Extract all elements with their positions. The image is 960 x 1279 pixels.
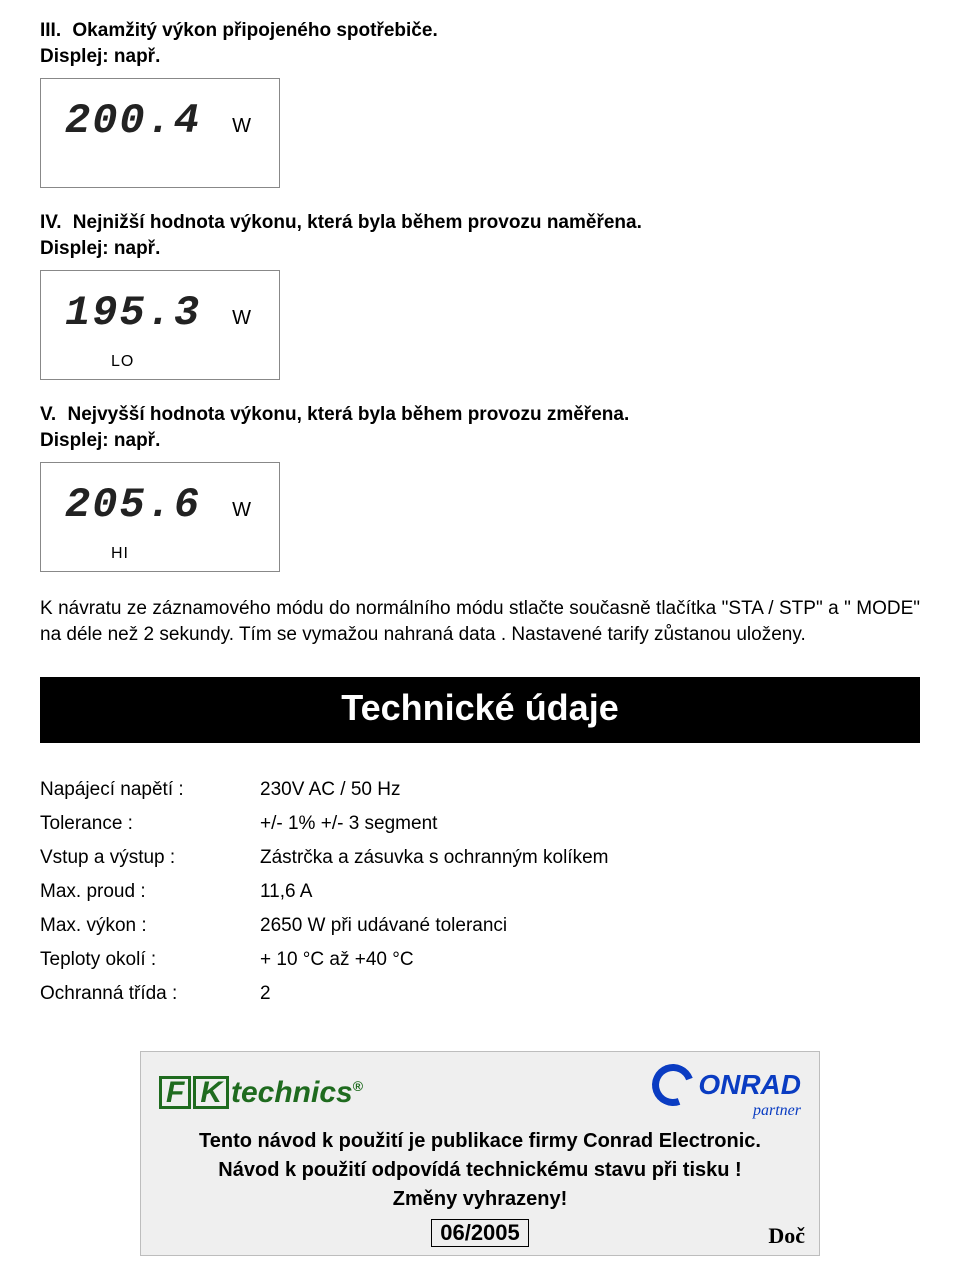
lcd-unit: W	[232, 115, 251, 138]
section-5-title: V. Nejvyšší hodnota výkonu, která byla b…	[40, 404, 920, 426]
fk-registered: ®	[353, 1078, 363, 1094]
spec-value: 2	[260, 977, 608, 1011]
section-5-sub: Displej: např.	[40, 430, 920, 452]
fk-rest: technics	[231, 1076, 353, 1109]
table-row: Teploty okolí :+ 10 °C až +40 °C	[40, 943, 608, 977]
fk-letter-k: K	[193, 1076, 229, 1109]
lcd-display-3: 200.4 W	[40, 78, 280, 188]
spec-value: +/- 1% +/- 3 segment	[260, 807, 608, 841]
table-row: Max. výkon :2650 W při udávané toleranci	[40, 909, 608, 943]
footer-date: 06/2005	[431, 1219, 529, 1247]
lcd-unit: W	[232, 307, 251, 330]
footer-line-3: Změny vyhrazeny!	[159, 1186, 801, 1213]
section-4-title: IV. Nejnižší hodnota výkonu, která byla …	[40, 212, 920, 234]
table-row: Tolerance :+/- 1% +/- 3 segment	[40, 807, 608, 841]
footer-box: FKtechnics® ONRAD partner Tento návod k …	[140, 1051, 820, 1256]
fk-letter-f: F	[159, 1076, 191, 1109]
spec-value: 230V AC / 50 Hz	[260, 773, 608, 807]
conrad-text: ONRAD	[698, 1069, 801, 1100]
spec-label: Napájecí napětí :	[40, 773, 260, 807]
section-3-num: III.	[40, 20, 61, 41]
logo-row: FKtechnics® ONRAD partner	[159, 1064, 801, 1120]
lcd-value: 200.4	[65, 97, 201, 145]
footer-line-2: Návod k použití odpovídá technickému sta…	[159, 1157, 801, 1184]
section-3-heading: Okamžitý výkon připojeného spotřebiče.	[72, 20, 437, 41]
lcd-display-4: 195.3 W LO	[40, 270, 280, 380]
conrad-c-icon	[645, 1057, 701, 1113]
spec-label: Max. výkon :	[40, 909, 260, 943]
lcd-sub: HI	[111, 545, 129, 563]
spec-value: Zástrčka a zásuvka s ochranným kolíkem	[260, 841, 608, 875]
spec-value: 2650 W při udávané toleranci	[260, 909, 608, 943]
section-3-sub: Displej: např.	[40, 46, 920, 68]
lcd-value: 205.6	[65, 481, 201, 529]
table-row: Napájecí napětí :230V AC / 50 Hz	[40, 773, 608, 807]
spec-label: Tolerance :	[40, 807, 260, 841]
conrad-logo: ONRAD partner	[652, 1064, 801, 1120]
lcd-unit: W	[232, 499, 251, 522]
section-4-num: IV.	[40, 212, 62, 233]
return-paragraph: K návratu ze záznamového módu do normáln…	[40, 596, 920, 647]
section-5-heading: Nejvyšší hodnota výkonu, která byla běhe…	[68, 404, 630, 425]
spec-label: Max. proud :	[40, 875, 260, 909]
fktechnics-logo: FKtechnics®	[159, 1076, 363, 1109]
lcd-display-5: 205.6 W HI	[40, 462, 280, 572]
specs-table: Napájecí napětí :230V AC / 50 Hz Toleran…	[40, 773, 608, 1011]
spec-label: Teploty okolí :	[40, 943, 260, 977]
spec-value: + 10 °C až +40 °C	[260, 943, 608, 977]
lcd-sub: LO	[111, 353, 134, 371]
spec-label: Ochranná třída :	[40, 977, 260, 1011]
table-row: Vstup a výstup :Zástrčka a zásuvka s och…	[40, 841, 608, 875]
table-row: Ochranná třída :2	[40, 977, 608, 1011]
section-4-sub: Displej: např.	[40, 238, 920, 260]
spec-label: Vstup a výstup :	[40, 841, 260, 875]
tech-specs-heading: Technické údaje	[40, 677, 920, 743]
doc-stamp: Doč	[768, 1223, 805, 1249]
table-row: Max. proud :11,6 A	[40, 875, 608, 909]
section-3-title: III. Okamžitý výkon připojeného spotřebi…	[40, 20, 920, 42]
footer-line-1: Tento návod k použití je publikace firmy…	[159, 1128, 801, 1155]
spec-value: 11,6 A	[260, 875, 608, 909]
section-5-num: V.	[40, 404, 56, 425]
lcd-value: 195.3	[65, 289, 201, 337]
section-4-heading: Nejnižší hodnota výkonu, která byla běhe…	[73, 212, 642, 233]
